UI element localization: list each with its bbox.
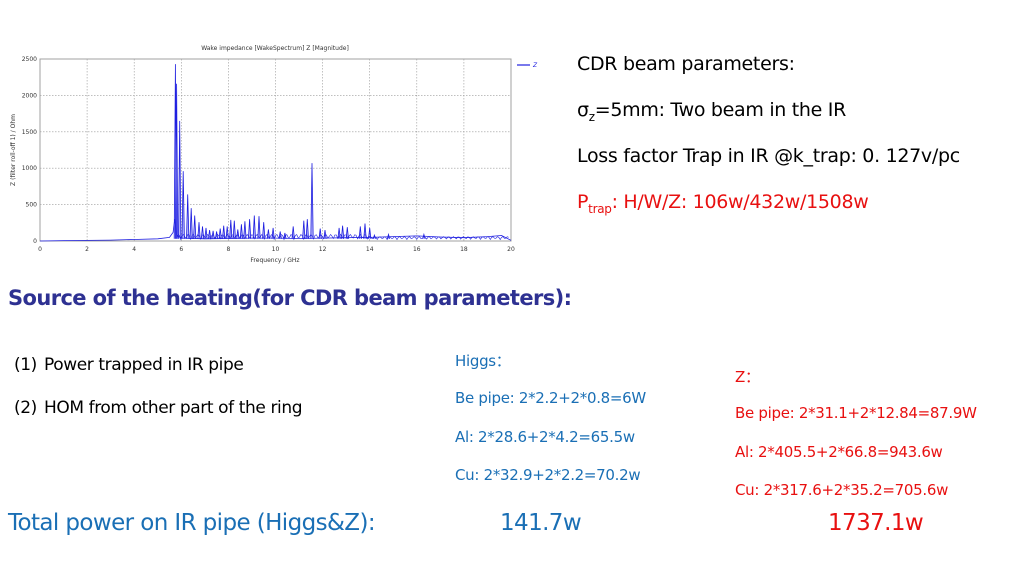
plot-frame bbox=[39, 58, 512, 242]
source-num: (1) bbox=[14, 355, 37, 375]
svg-text:20: 20 bbox=[507, 246, 515, 253]
higgs-cu: Cu: 2*32.9+2*2.2=70.2w bbox=[455, 466, 641, 484]
ptrap-sub: trap bbox=[588, 201, 612, 216]
svg-text:8: 8 bbox=[226, 246, 230, 253]
section-heading: Source of the heating(for CDR beam param… bbox=[8, 286, 572, 310]
x-axis-label: Frequency / GHz bbox=[250, 257, 299, 264]
sigma-sub: z bbox=[588, 109, 595, 124]
source-item-1: (1) Power trapped in IR pipe bbox=[14, 355, 244, 375]
z-total: 1737.1w bbox=[828, 510, 924, 536]
ptrap-symbol: P bbox=[577, 191, 589, 213]
y-axis-label: Z (filter roll-off 1) / Ohm bbox=[10, 114, 17, 186]
svg-text:4: 4 bbox=[132, 246, 136, 253]
wake-impedance-chart: Wake impedance [WakeSpectrum] Z [Magnitu… bbox=[10, 45, 538, 264]
legend-label: Z bbox=[532, 62, 538, 69]
sigma-symbol: σ bbox=[577, 99, 589, 121]
z-be-pipe: Be pipe: 2*31.1+2*12.84=87.9W bbox=[735, 404, 977, 422]
svg-text:1500: 1500 bbox=[22, 129, 37, 136]
higgs-total: 141.7w bbox=[500, 510, 582, 536]
higgs-title: Higgs： bbox=[455, 352, 511, 370]
svg-text:12: 12 bbox=[319, 246, 327, 253]
svg-text:0: 0 bbox=[38, 246, 42, 253]
source-text: Power trapped in IR pipe bbox=[44, 355, 244, 375]
chart-grid bbox=[40, 59, 511, 241]
svg-text:14: 14 bbox=[366, 246, 374, 253]
sigma-rest: =5mm: Two beam in the IR bbox=[594, 99, 847, 121]
z-al: Al: 2*405.5+2*66.8=943.6w bbox=[735, 443, 943, 461]
svg-text:10: 10 bbox=[272, 246, 280, 253]
legend: Z bbox=[517, 62, 538, 69]
svg-text:18: 18 bbox=[460, 246, 468, 253]
higgs-al: Al: 2*28.6+2*4.2=65.5w bbox=[455, 428, 635, 446]
ptrap-rest: : H/W/Z: 106w/432w/1508w bbox=[611, 191, 869, 213]
axis-ticks: 0 2 4 6 8 10 12 14 16 18 20 0 500 1000 1500 2000 2500 bbox=[22, 56, 515, 253]
source-text: HOM from other part of the ring bbox=[44, 398, 303, 418]
total-label: Total power on IR pipe (Higgs&Z): bbox=[8, 510, 376, 536]
svg-text:16: 16 bbox=[413, 246, 421, 253]
loss-factor-line: Loss factor Trap in IR @k_trap: 0. 127v/… bbox=[577, 145, 960, 167]
svg-text:2000: 2000 bbox=[22, 92, 37, 99]
svg-text:1000: 1000 bbox=[22, 165, 37, 172]
ptrap-line: Ptrap: H/W/Z: 106w/432w/1508w bbox=[577, 191, 869, 216]
z-cu: Cu: 2*317.6+2*35.2=705.6w bbox=[735, 481, 949, 499]
sigma-line: σz=5mm: Two beam in the IR bbox=[577, 99, 846, 124]
chart-title: Wake impedance [WakeSpectrum] Z [Magnitu… bbox=[201, 45, 349, 52]
higgs-be-pipe: Be pipe: 2*2.2+2*0.8=6W bbox=[455, 389, 646, 407]
series-z-peaks bbox=[173, 64, 509, 241]
z-title: Z： bbox=[735, 368, 760, 386]
svg-text:500: 500 bbox=[26, 202, 38, 209]
source-item-2: (2) HOM from other part of the ring bbox=[14, 398, 303, 418]
svg-text:0: 0 bbox=[33, 238, 37, 245]
svg-text:2500: 2500 bbox=[22, 56, 37, 63]
svg-text:6: 6 bbox=[179, 246, 183, 253]
params-title: CDR beam parameters: bbox=[577, 53, 795, 75]
svg-text:2: 2 bbox=[85, 246, 89, 253]
source-num: (2) bbox=[14, 398, 37, 418]
